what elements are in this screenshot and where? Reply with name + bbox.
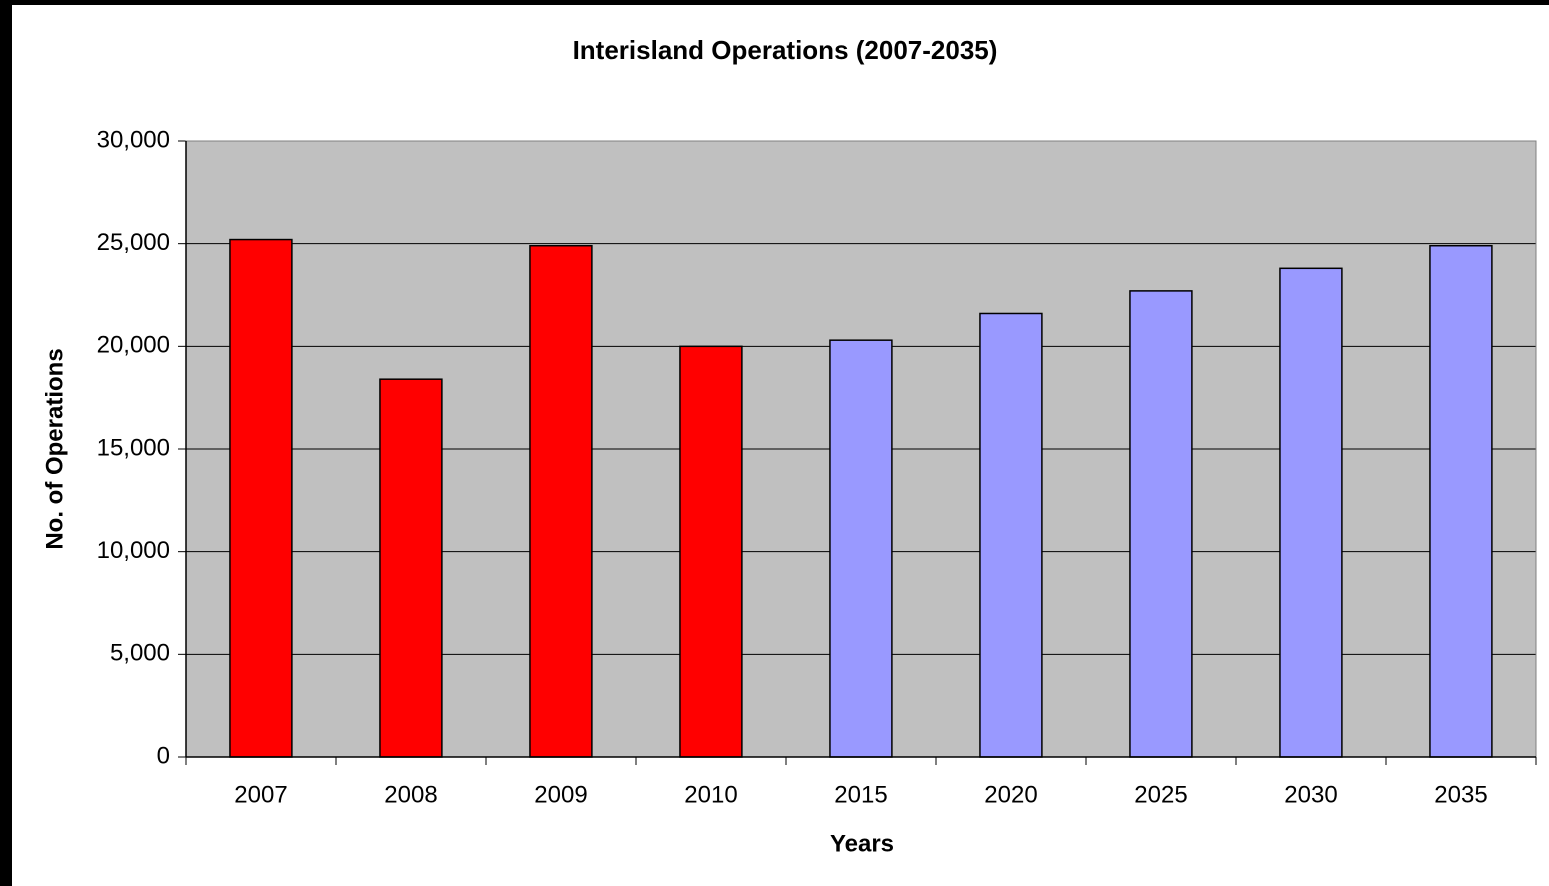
y-tick-label: 20,000 bbox=[97, 332, 170, 359]
bar bbox=[679, 345, 743, 758]
y-tick-label: 5,000 bbox=[110, 640, 170, 667]
bar bbox=[1429, 244, 1493, 758]
x-tick-label: 2010 bbox=[684, 781, 737, 808]
x-tick-label: 2007 bbox=[234, 781, 287, 808]
bar bbox=[979, 312, 1043, 758]
x-tick-label: 2015 bbox=[834, 781, 887, 808]
x-tick-label: 2008 bbox=[384, 781, 437, 808]
bar bbox=[1129, 290, 1193, 758]
bar bbox=[1279, 267, 1343, 758]
x-axis-label: Years bbox=[830, 830, 894, 857]
chart-title: Interisland Operations (2007-2035) bbox=[573, 35, 998, 65]
x-tick-label: 2030 bbox=[1284, 781, 1337, 808]
bar bbox=[829, 339, 893, 758]
y-tick-label: 15,000 bbox=[97, 434, 170, 461]
y-axis-label: No. of Operations bbox=[41, 348, 68, 549]
y-tick-label: 25,000 bbox=[97, 229, 170, 256]
x-tick-label: 2035 bbox=[1434, 781, 1487, 808]
y-tick-label: 10,000 bbox=[97, 537, 170, 564]
y-tick-label: 0 bbox=[157, 742, 170, 769]
x-tick-label: 2025 bbox=[1134, 781, 1187, 808]
x-tick-label: 2020 bbox=[984, 781, 1037, 808]
bar bbox=[379, 378, 443, 758]
bar bbox=[229, 238, 293, 758]
bar bbox=[529, 244, 593, 758]
y-tick-label: 30,000 bbox=[97, 126, 170, 153]
x-tick-label: 2009 bbox=[534, 781, 587, 808]
